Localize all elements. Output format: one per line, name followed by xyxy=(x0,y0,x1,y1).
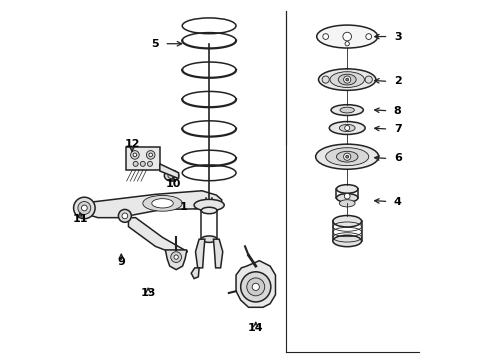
Circle shape xyxy=(133,153,137,157)
Text: 8: 8 xyxy=(394,106,402,116)
Polygon shape xyxy=(160,164,179,179)
Ellipse shape xyxy=(329,122,365,134)
Ellipse shape xyxy=(331,105,364,116)
Circle shape xyxy=(174,255,178,259)
Polygon shape xyxy=(236,261,275,307)
Ellipse shape xyxy=(316,144,379,169)
Polygon shape xyxy=(191,268,199,279)
Text: 14: 14 xyxy=(248,323,264,333)
Text: 7: 7 xyxy=(394,124,402,134)
Circle shape xyxy=(322,76,329,83)
Ellipse shape xyxy=(337,185,358,193)
Circle shape xyxy=(343,32,351,41)
Circle shape xyxy=(171,252,181,262)
Ellipse shape xyxy=(333,216,362,227)
Ellipse shape xyxy=(164,170,179,181)
Circle shape xyxy=(252,283,259,291)
Text: 13: 13 xyxy=(141,288,156,298)
Ellipse shape xyxy=(317,25,378,48)
Ellipse shape xyxy=(338,74,356,85)
Ellipse shape xyxy=(143,195,182,211)
Ellipse shape xyxy=(201,236,217,242)
Text: 2: 2 xyxy=(394,76,402,86)
Ellipse shape xyxy=(337,194,358,202)
Ellipse shape xyxy=(330,72,365,87)
Circle shape xyxy=(131,150,139,159)
Circle shape xyxy=(147,150,155,159)
Ellipse shape xyxy=(318,69,376,90)
Polygon shape xyxy=(78,191,221,255)
Text: 4: 4 xyxy=(394,197,402,207)
Polygon shape xyxy=(214,239,223,268)
Text: 12: 12 xyxy=(124,139,140,149)
Ellipse shape xyxy=(333,235,362,247)
Circle shape xyxy=(119,210,131,222)
Circle shape xyxy=(344,193,350,199)
Circle shape xyxy=(323,34,329,40)
Circle shape xyxy=(345,41,349,46)
Circle shape xyxy=(122,213,128,219)
Circle shape xyxy=(140,161,146,166)
Text: 1: 1 xyxy=(180,202,188,212)
Ellipse shape xyxy=(339,125,355,132)
Ellipse shape xyxy=(339,200,355,207)
Ellipse shape xyxy=(201,207,217,214)
Ellipse shape xyxy=(152,199,173,208)
Ellipse shape xyxy=(194,199,224,211)
Ellipse shape xyxy=(337,151,358,162)
Circle shape xyxy=(81,205,87,211)
Circle shape xyxy=(78,202,91,215)
Text: 11: 11 xyxy=(73,215,88,224)
Ellipse shape xyxy=(326,148,368,166)
Polygon shape xyxy=(196,239,205,268)
Circle shape xyxy=(346,155,349,158)
Polygon shape xyxy=(166,250,187,270)
Circle shape xyxy=(343,76,351,83)
Circle shape xyxy=(241,272,271,302)
Ellipse shape xyxy=(168,173,175,179)
Text: 10: 10 xyxy=(166,179,181,189)
Circle shape xyxy=(344,126,350,131)
Circle shape xyxy=(133,161,138,166)
Circle shape xyxy=(147,161,152,166)
Text: 6: 6 xyxy=(394,153,402,163)
Circle shape xyxy=(366,34,371,40)
Circle shape xyxy=(346,78,349,81)
Polygon shape xyxy=(126,147,160,170)
Circle shape xyxy=(247,278,265,296)
Ellipse shape xyxy=(340,107,354,113)
Circle shape xyxy=(149,153,152,157)
Text: 3: 3 xyxy=(394,32,401,41)
Circle shape xyxy=(74,197,95,219)
Circle shape xyxy=(343,153,351,160)
Text: 5: 5 xyxy=(151,39,159,49)
Circle shape xyxy=(365,76,372,83)
Text: 9: 9 xyxy=(117,257,125,267)
